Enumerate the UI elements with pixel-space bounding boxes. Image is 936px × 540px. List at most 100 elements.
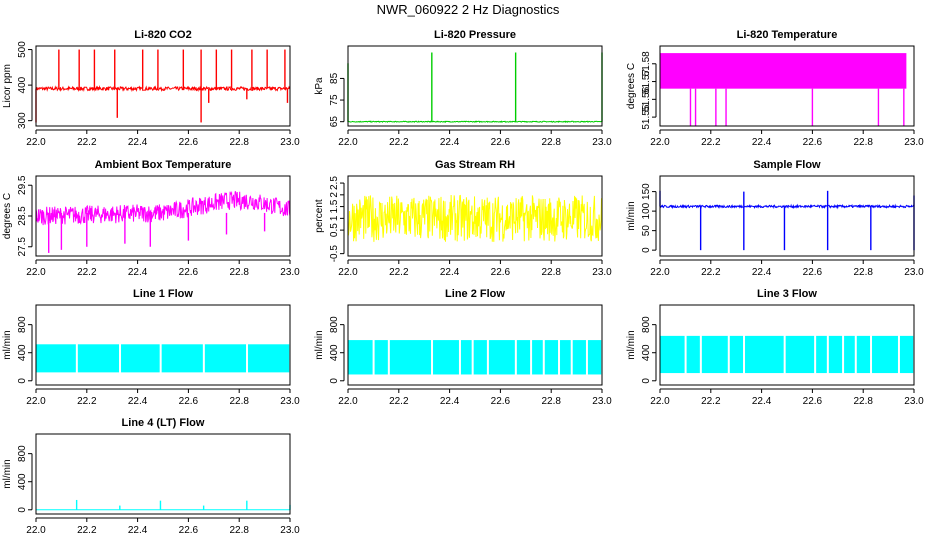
x-tick-label: 22.8 (229, 396, 249, 407)
plot-frame (35, 175, 291, 257)
x-tick-label: 23.0 (592, 137, 612, 148)
series-block (516, 340, 531, 375)
y-tick-label: 400 (329, 344, 340, 361)
y-tick-label: 400 (17, 344, 28, 361)
series-block (374, 340, 388, 375)
y-axis-label: ml/min (2, 330, 13, 359)
panel-title: Line 1 Flow (133, 288, 193, 300)
y-axis: 0 400 800 ml/min (314, 316, 345, 384)
x-tick-label: 22.6 (491, 267, 511, 278)
x-tick-label: 22.0 (26, 396, 46, 407)
x-tick-label: 23.0 (280, 525, 300, 536)
y-axis-label: kPa (314, 77, 325, 95)
series-block (745, 335, 784, 374)
plot-frame (35, 45, 291, 127)
series-line (348, 120, 603, 124)
series-block (389, 340, 432, 375)
y-tick-label: 0 (641, 378, 652, 384)
series-block (433, 340, 459, 375)
series-block (729, 335, 744, 374)
panel-title: Gas Stream RH (435, 159, 515, 171)
y-tick-label: 75 (329, 94, 340, 106)
x-tick-label: 22.8 (541, 396, 561, 407)
y-tick-label: 51.56 (641, 86, 652, 111)
x-tick-label: 22.0 (26, 267, 46, 278)
series-line (347, 194, 603, 242)
plot-frame (347, 175, 603, 257)
series-line (35, 85, 291, 93)
x-tick-label: 22.6 (179, 137, 199, 148)
x-tick-label: 22.6 (491, 137, 511, 148)
x-tick-label: 22.4 (128, 137, 148, 148)
x-tick-label: 22.6 (179, 525, 199, 536)
panel-5: Gas Stream RH 22.0 22.2 22.4 22.6 22.8 23.0 -0.… (314, 159, 612, 278)
series (36, 344, 290, 373)
panel-title: Ambient Box Temperature (95, 159, 232, 171)
series-block (544, 340, 559, 375)
x-tick-label: 22.2 (701, 267, 721, 278)
y-tick-label: 51.58 (641, 51, 652, 76)
x-tick-label: 22.4 (128, 267, 148, 278)
series (35, 190, 291, 253)
y-tick-label: 27.5 (17, 237, 28, 257)
y-axis-label: degrees C (626, 63, 637, 109)
x-tick-label: 22.6 (803, 267, 823, 278)
y-axis: 0 400 800 ml/min (2, 316, 33, 384)
y-tick-label: 500 (17, 41, 28, 58)
y-axis: 27.5 28.5 29.5 degrees C (2, 175, 33, 257)
x-axis: 22.0 22.2 22.4 22.6 22.8 23.0 (338, 259, 612, 278)
plot-frame (659, 175, 915, 257)
series-block (560, 340, 571, 375)
x-tick-label: 22.4 (440, 396, 460, 407)
y-tick-label: 0 (641, 247, 652, 253)
y-tick-label: 400 (17, 76, 28, 93)
panel-title: Li-820 Pressure (434, 29, 516, 41)
y-tick-label: 2.5 (329, 176, 340, 190)
y-tick-label: -0.5 (329, 245, 340, 263)
x-tick-label: 22.4 (752, 267, 772, 278)
panel-title: Line 3 Flow (757, 288, 817, 300)
panel-title: Line 4 (LT) Flow (122, 417, 205, 429)
y-tick-label: 800 (641, 316, 652, 333)
series-block (660, 335, 685, 374)
y-tick-label: 50 (641, 225, 652, 237)
series-block (587, 340, 602, 375)
x-tick-label: 22.0 (338, 267, 358, 278)
y-axis: 300 400 500 Licor ppm (2, 41, 33, 129)
y-axis-label: ml/min (314, 330, 325, 359)
panel-3: Li-820 Temperature 22.0 22.2 22.4 22.6 22.8 23… (626, 29, 924, 148)
y-tick-label: 1 (329, 215, 340, 221)
panel-8: Line 2 Flow 22.0 22.2 22.4 22.6 22.8 23.0 0 400 8… (314, 288, 612, 407)
y-axis-label: ml/min (2, 459, 13, 488)
series-line (659, 203, 915, 210)
series (660, 335, 914, 374)
x-tick-label: 22.8 (541, 137, 561, 148)
plot-frame (347, 45, 603, 127)
series-block (872, 335, 898, 374)
y-tick-label: 400 (17, 473, 28, 490)
x-tick-label: 23.0 (280, 267, 300, 278)
series-block (204, 344, 247, 373)
x-tick-label: 22.6 (803, 137, 823, 148)
x-tick-label: 22.0 (338, 137, 358, 148)
y-tick-label: 51.55 (641, 104, 652, 129)
series (35, 49, 291, 123)
series-block (121, 344, 160, 373)
y-axis-label: ml/min (626, 330, 637, 359)
x-tick-label: 22.0 (650, 267, 670, 278)
y-axis-label: Licor ppm (2, 64, 13, 108)
figure-title: NWR_060922 2 Hz Diagnostics (376, 2, 560, 17)
y-tick-label: 0 (17, 507, 28, 513)
panel-title: Sample Flow (753, 159, 821, 171)
panel-title: Li-820 Temperature (737, 29, 838, 41)
x-tick-label: 22.4 (440, 267, 460, 278)
plot-frame (659, 45, 915, 127)
plot-frame (35, 304, 291, 386)
x-tick-label: 22.4 (440, 137, 460, 148)
x-tick-label: 22.0 (650, 396, 670, 407)
plot-frame (659, 304, 915, 386)
y-tick-label: 800 (329, 316, 340, 333)
